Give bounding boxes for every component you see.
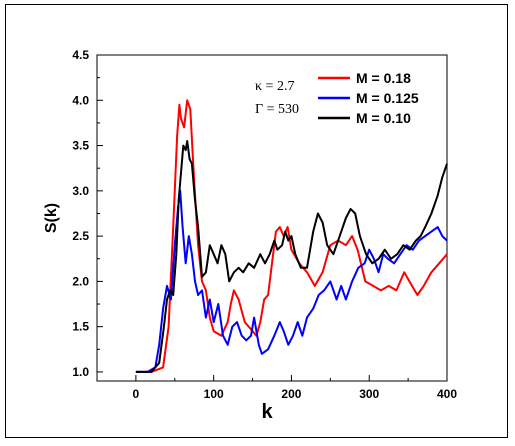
x-tick-label: 0 bbox=[133, 387, 140, 401]
y-tick-label: 1.5 bbox=[72, 320, 89, 334]
kappa-annotation: κ = 2.7 bbox=[255, 79, 294, 94]
legend-label-2: M = 0.10 bbox=[356, 110, 411, 126]
series-lines bbox=[135, 99, 448, 373]
y-axis-title: S(k) bbox=[43, 203, 60, 233]
x-tick-label: 300 bbox=[359, 387, 379, 401]
x-tick-label: 100 bbox=[204, 387, 224, 401]
series-line-1 bbox=[135, 189, 448, 373]
y-tick-label: 1.0 bbox=[72, 365, 89, 379]
plot-area bbox=[96, 54, 448, 382]
legend-label-1: M = 0.125 bbox=[356, 90, 419, 106]
x-axis-title: k bbox=[261, 401, 273, 423]
y-tick-label: 4.5 bbox=[72, 48, 89, 62]
legend: M = 0.18 M = 0.125 M = 0.10 bbox=[318, 70, 419, 126]
axis-ticks: 0 100 200 300 400 1.0 1.5 2.0 2.5 3.0 3.5 4.0 4.5 bbox=[72, 48, 457, 401]
legend-label-0: M = 0.18 bbox=[356, 70, 411, 86]
y-tick-label: 3.5 bbox=[72, 139, 89, 153]
gamma-annotation: Γ = 530 bbox=[255, 102, 299, 117]
series-line-0 bbox=[135, 99, 448, 373]
y-tick-label: 4.0 bbox=[72, 93, 89, 107]
y-tick-label: 2.0 bbox=[72, 274, 89, 288]
y-tick-label: 3.0 bbox=[72, 184, 89, 198]
x-tick-label: 400 bbox=[437, 387, 457, 401]
chart-frame bbox=[5, 4, 508, 438]
x-tick-label: 200 bbox=[281, 387, 301, 401]
series-line-2 bbox=[135, 140, 448, 373]
y-tick-label: 2.5 bbox=[72, 229, 89, 243]
